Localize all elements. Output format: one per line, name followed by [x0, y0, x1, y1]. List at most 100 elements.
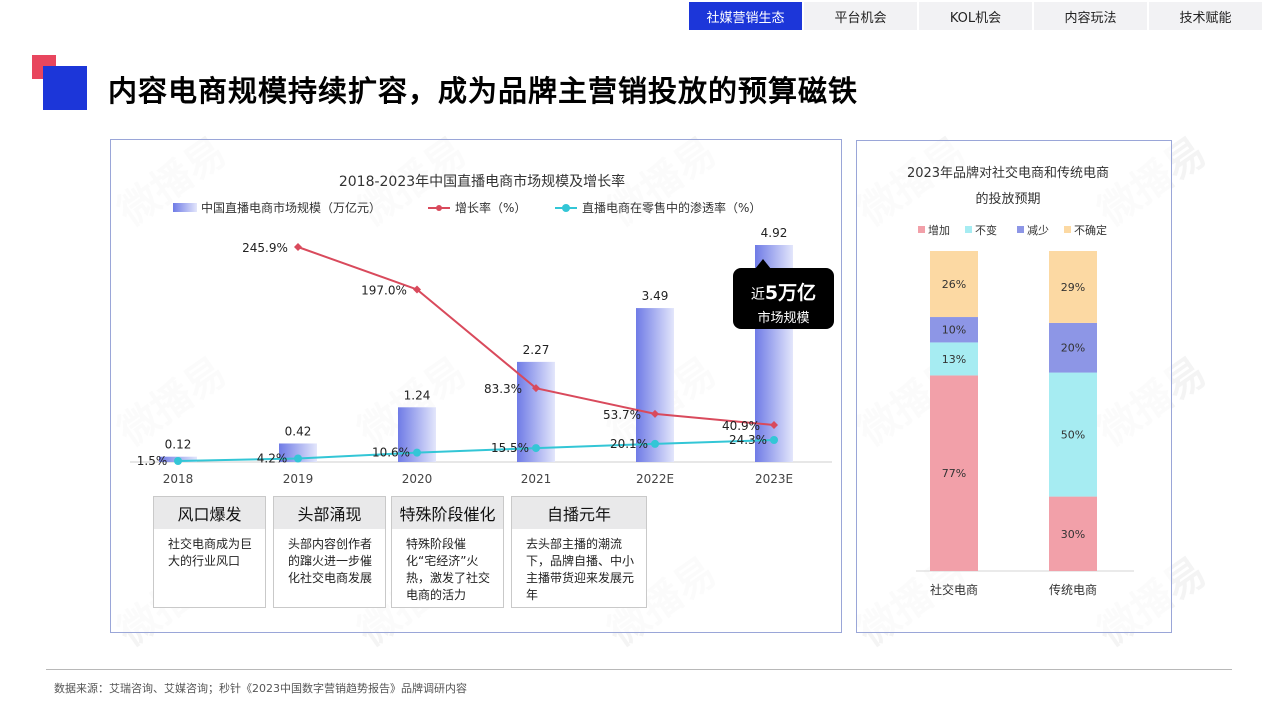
penetration-line — [177, 439, 775, 462]
penetration-point — [294, 454, 302, 463]
growth-rate-label: 53.7% — [603, 408, 641, 422]
stacked-segment — [930, 317, 978, 343]
callout-prefix: 近 — [750, 287, 765, 303]
callout-suffix: 市场规模 — [757, 311, 810, 326]
stage-title: 特殊阶段催化 — [392, 497, 503, 529]
stacked-segment — [930, 375, 978, 571]
penetration-label: 24.3% — [729, 433, 767, 447]
market-size-callout: 近5万亿 市场规模 — [733, 268, 834, 329]
penetration-label: 4.2% — [257, 452, 288, 466]
title-decoration-blue — [43, 66, 87, 110]
tab-social-media-ecosystem[interactable]: 社媒营销生态 — [689, 2, 802, 30]
legend-bar-label: 中国直播电商市场规模（万亿元） — [201, 200, 381, 215]
legend-bar-swatch — [173, 203, 197, 212]
growth-rate-label: 83.3% — [484, 382, 522, 396]
stacked-segment — [930, 251, 978, 318]
chart2-legend-label: 不变 — [975, 223, 997, 237]
stage-card: 头部涌现 头部内容创作者的蹿火进一步催化社交电商发展 — [273, 496, 386, 608]
stacked-segment — [930, 342, 978, 376]
penetration-point — [413, 448, 421, 457]
growth-rate-point — [651, 409, 659, 418]
segment-value-label: 13% — [942, 353, 966, 366]
segment-value-label: 20% — [1061, 342, 1085, 355]
callout-headline: 近5万亿 — [733, 278, 834, 305]
bar-value-label: 0.42 — [285, 424, 312, 438]
x-tick-label: 2023E — [755, 472, 793, 486]
stage-description: 去头部主播的潮流下，品牌自播、中小主播带货迎来发展元年 — [526, 537, 635, 602]
bar-value-label: 2.27 — [523, 343, 550, 357]
chart2-legend-swatch — [965, 226, 972, 233]
penetration-label: 1.5% — [137, 454, 168, 468]
tab-platform-opportunity[interactable]: 平台机会 — [804, 2, 917, 30]
chart2-legend-swatch — [1017, 226, 1024, 233]
growth-rate-point — [532, 384, 540, 393]
top-nav: 社媒营销生态 平台机会 KOL机会 内容玩法 技术赋能 — [689, 2, 1262, 30]
data-source-note: 数据来源：艾瑞咨询、艾媒咨询；秒针《2023中国数字营销趋势报告》品牌调研内容 — [54, 682, 467, 695]
segment-value-label: 50% — [1061, 429, 1085, 442]
legend-penetration-marker — [562, 204, 570, 212]
penetration-label: 15.5% — [491, 441, 529, 455]
bar-value-label: 4.92 — [761, 226, 788, 240]
tab-tech-empower[interactable]: 技术赋能 — [1149, 2, 1262, 30]
stacked-segment — [1049, 251, 1097, 323]
penetration-label: 20.1% — [610, 437, 648, 451]
x-tick-label: 2019 — [283, 472, 314, 486]
chart1-title: 2018-2023年中国直播电商市场规模及增长率 — [339, 173, 625, 190]
stage-card: 风口爆发 社交电商成为巨大的行业风口 — [153, 496, 266, 608]
growth-rate-point — [770, 421, 778, 429]
penetration-point — [174, 457, 182, 465]
chart2-legend-label: 减少 — [1027, 224, 1049, 237]
category-label: 社交电商 — [930, 582, 978, 597]
callout-value: 5万亿 — [764, 282, 817, 304]
x-tick-label: 2022E — [636, 472, 674, 486]
chart2-title-line1: 2023年品牌对社交电商和传统电商 — [907, 165, 1109, 181]
budget-expectation-panel — [856, 140, 1172, 633]
growth-rate-label: 40.9% — [722, 419, 760, 433]
chart2-legend-label: 不确定 — [1074, 223, 1107, 237]
market-size-bar — [636, 308, 674, 462]
growth-rate-label: 197.0% — [361, 283, 407, 297]
x-tick-label: 2018 — [163, 472, 194, 486]
stacked-segment — [1049, 496, 1097, 571]
tab-content-play[interactable]: 内容玩法 — [1034, 2, 1147, 30]
segment-value-label: 30% — [1061, 528, 1085, 541]
bar-value-label: 1.24 — [404, 388, 431, 402]
segment-value-label: 26% — [942, 278, 966, 291]
segment-value-label: 77% — [942, 467, 966, 480]
chart2-legend-swatch — [1064, 226, 1071, 233]
footer-divider — [46, 669, 1232, 670]
legend-penetration-label: 直播电商在零售中的渗透率（%） — [582, 200, 761, 215]
penetration-label: 10.6% — [372, 446, 410, 460]
segment-value-label: 10% — [942, 324, 966, 337]
legend-growth-marker — [436, 205, 442, 211]
penetration-point — [532, 444, 540, 453]
callout-arrow — [755, 259, 771, 269]
stacked-segment — [1049, 322, 1097, 373]
segment-value-label: 29% — [1061, 281, 1085, 294]
tab-kol-opportunity[interactable]: KOL机会 — [919, 2, 1032, 30]
category-label: 传统电商 — [1049, 582, 1097, 597]
legend-growth-label: 增长率（%） — [455, 200, 526, 215]
bar-value-label: 0.12 — [165, 438, 192, 452]
chart2-legend-label: 增加 — [928, 223, 950, 237]
chart2-legend-swatch — [918, 226, 925, 233]
growth-rate-label: 245.9% — [242, 241, 288, 255]
stacked-segment — [1049, 372, 1097, 497]
growth-rate-point — [413, 285, 421, 294]
stage-description: 社交电商成为巨大的行业风口 — [168, 537, 253, 568]
x-tick-label: 2020 — [402, 472, 433, 486]
stage-description: 特殊阶段催化“宅经济”火热，激发了社交电商的活力 — [406, 537, 491, 602]
x-tick-label: 2021 — [521, 472, 552, 486]
penetration-point — [770, 436, 778, 444]
stage-description: 头部内容创作者的蹿火进一步催化社交电商发展 — [288, 537, 373, 585]
page-title: 内容电商规模持续扩容，成为品牌主营销投放的预算磁铁 — [108, 74, 859, 108]
growth-rate-point — [294, 243, 302, 251]
stage-title: 头部涌现 — [274, 497, 385, 529]
chart2-title-line2: 的投放预期 — [975, 191, 1040, 207]
penetration-point — [651, 439, 659, 448]
stage-card: 自播元年 去头部主播的潮流下，品牌自播、中小主播带货迎来发展元年 — [511, 496, 647, 608]
stage-card: 特殊阶段催化 特殊阶段催化“宅经济”火热，激发了社交电商的活力 — [391, 496, 504, 608]
bar-value-label: 3.49 — [642, 289, 669, 303]
stage-title: 风口爆发 — [154, 497, 265, 529]
